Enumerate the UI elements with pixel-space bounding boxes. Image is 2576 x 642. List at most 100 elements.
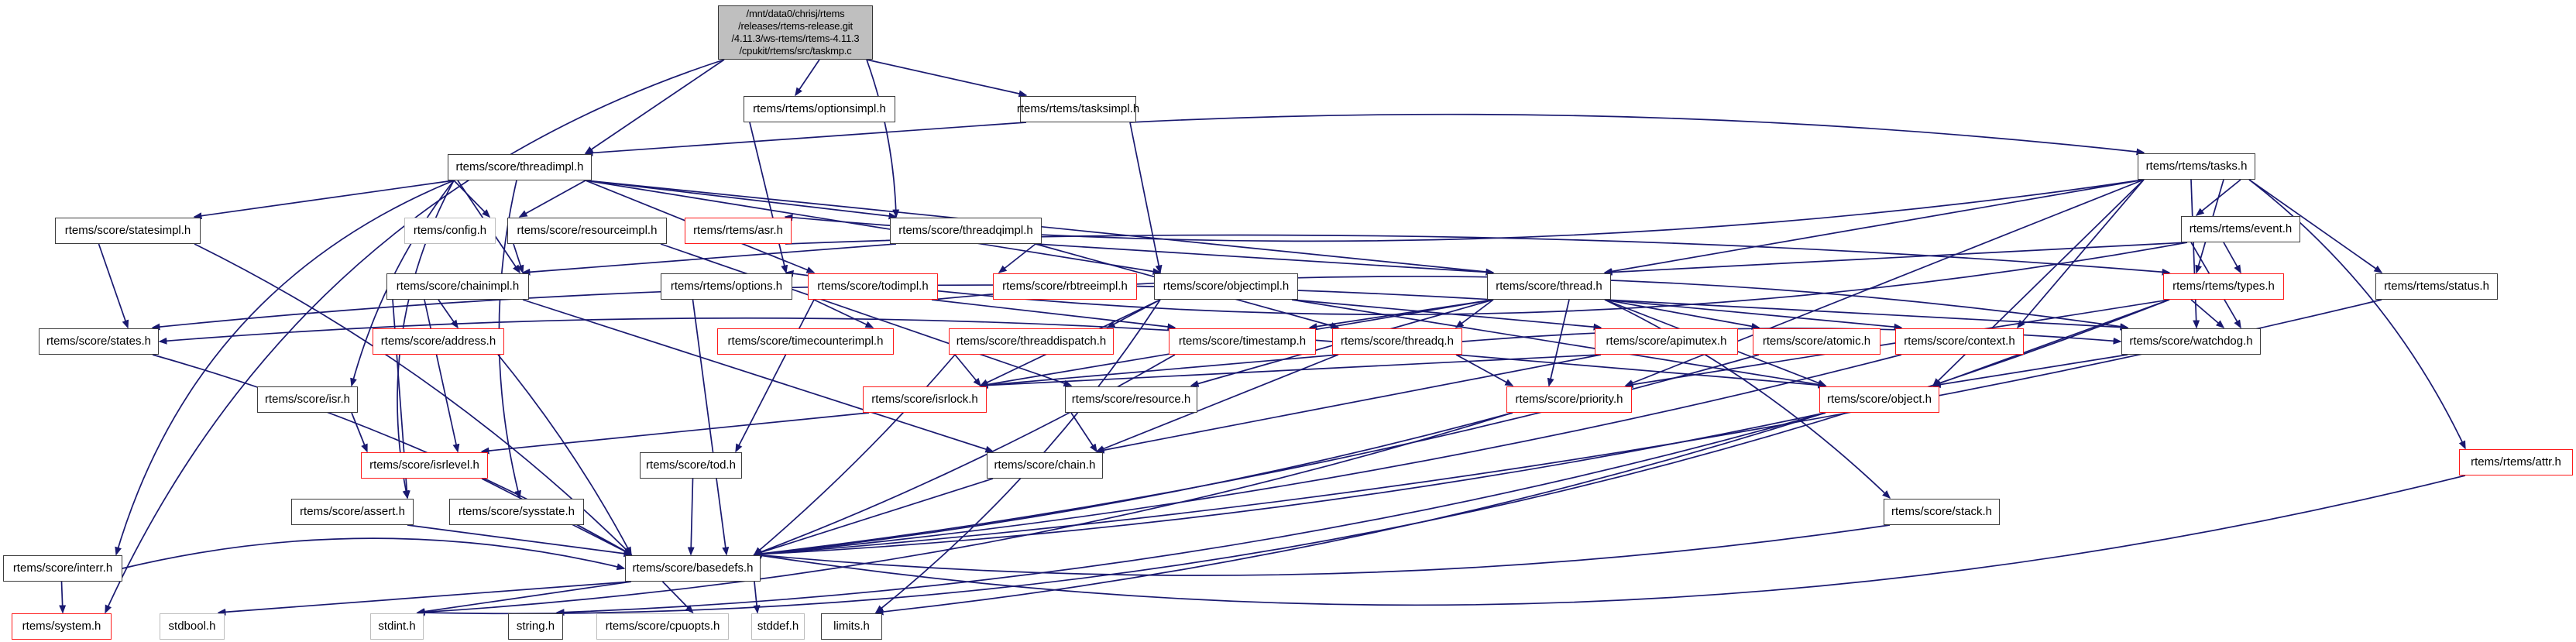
include-edge-thread-stack bbox=[1604, 299, 1891, 500]
graph-node-config[interactable]: rtems/config.h bbox=[404, 218, 496, 244]
include-edge-taskmp-tasksimpl bbox=[866, 59, 1028, 98]
include-edge-event-types bbox=[2223, 242, 2241, 274]
include-edge-threadq-states bbox=[158, 317, 1333, 345]
include-edge-context-basedefs bbox=[753, 354, 1902, 558]
graph-node-cpuopts[interactable]: rtems/score/cpuopts.h bbox=[596, 613, 729, 640]
graph-node-isrlevel[interactable]: rtems/score/isrlevel.h bbox=[361, 452, 488, 479]
node-label: rtems/score/thread.h bbox=[1496, 279, 1602, 293]
node-label: rtems/score/priority.h bbox=[1515, 392, 1623, 406]
graph-node-threadqimpl[interactable]: rtems/score/threadqimpl.h bbox=[890, 218, 1042, 244]
include-edge-statesimpl-states bbox=[98, 243, 129, 329]
graph-node-threadimpl[interactable]: rtems/score/threadimpl.h bbox=[448, 154, 592, 180]
include-edge-timestamp-basedefs bbox=[753, 354, 1176, 555]
graph-node-chainimpl[interactable]: rtems/score/chainimpl.h bbox=[386, 273, 529, 300]
graph-node-rbtreeimpl[interactable]: rtems/score/rbtreeimpl.h bbox=[993, 273, 1137, 300]
include-edge-threaddispatch-basedefs bbox=[753, 354, 956, 555]
include-edge-object-basedefs bbox=[753, 412, 1826, 558]
include-edge-priority-stdint bbox=[416, 412, 1513, 616]
node-label: rtems/score/address.h bbox=[380, 334, 496, 348]
node-label: rtems/score/timecounterimpl.h bbox=[727, 334, 884, 348]
include-edge-chainimpl-chain bbox=[522, 299, 994, 453]
graph-node-string[interactable]: string.h bbox=[508, 613, 563, 640]
graph-node-limits[interactable]: limits.h bbox=[821, 613, 882, 640]
node-label: rtems/score/threadimpl.h bbox=[455, 160, 584, 173]
graph-node-timestamp[interactable]: rtems/score/timestamp.h bbox=[1169, 328, 1316, 355]
graph-node-tasks[interactable]: rtems/rtems/tasks.h bbox=[2138, 153, 2255, 180]
include-edge-object-string bbox=[555, 412, 1826, 616]
node-label: rtems/score/cpuopts.h bbox=[605, 619, 720, 633]
node-label: rtems/score/threadq.h bbox=[1341, 334, 1454, 348]
include-edge-apimutex-chain bbox=[1095, 354, 1602, 454]
graph-node-states[interactable]: rtems/score/states.h bbox=[39, 328, 159, 355]
node-label: rtems/score/atomic.h bbox=[1762, 334, 1871, 348]
include-edge-event-thread bbox=[1603, 242, 2188, 276]
graph-node-chain[interactable]: rtems/score/chain.h bbox=[987, 452, 1103, 479]
include-edge-tasksimpl-threadimpl bbox=[584, 122, 1027, 156]
include-edge-threadqimpl-thread bbox=[1035, 243, 1495, 276]
node-label: rtems/rtems/status.h bbox=[2384, 279, 2489, 293]
graph-node-object[interactable]: rtems/score/object.h bbox=[1819, 386, 1939, 413]
graph-node-system[interactable]: rtems/system.h bbox=[12, 613, 112, 640]
include-edge-thread-timestamp bbox=[1308, 299, 1494, 331]
graph-node-todimpl[interactable]: rtems/score/todimpl.h bbox=[808, 273, 938, 300]
graph-node-watchdog[interactable]: rtems/score/watchdog.h bbox=[2121, 328, 2261, 355]
graph-node-status[interactable]: rtems/rtems/status.h bbox=[2375, 273, 2498, 300]
root-label-line: /4.11.3/ws-rtems/rtems-4.11.3 bbox=[731, 33, 860, 44]
graph-node-thread[interactable]: rtems/score/thread.h bbox=[1487, 273, 1611, 300]
graph-node-objectimpl[interactable]: rtems/score/objectimpl.h bbox=[1154, 273, 1298, 300]
graph-node-types[interactable]: rtems/rtems/types.h bbox=[2163, 273, 2284, 300]
graph-node-stdint[interactable]: stdint.h bbox=[370, 613, 424, 640]
node-label: rtems/config.h bbox=[413, 223, 487, 237]
graph-node-threaddispatch[interactable]: rtems/score/threaddispatch.h bbox=[949, 328, 1114, 355]
graph-node-statesimpl[interactable]: rtems/score/statesimpl.h bbox=[55, 218, 201, 244]
include-edge-tasks-status bbox=[2248, 179, 2383, 273]
graph-node-resource[interactable]: rtems/score/resource.h bbox=[1065, 386, 1197, 413]
include-edge-tasks-watchdog bbox=[2190, 179, 2200, 329]
include-edge-isr-isrlevel bbox=[351, 412, 368, 453]
graph-node-isrlock[interactable]: rtems/score/isrlock.h bbox=[863, 386, 987, 413]
include-edge-threadq-chain bbox=[1095, 354, 1339, 452]
include-edge-sysstate-basedefs bbox=[577, 524, 633, 555]
graph-node-options[interactable]: rtems/rtems/options.h bbox=[661, 273, 792, 300]
graph-node-isr[interactable]: rtems/score/isr.h bbox=[257, 386, 358, 413]
node-label: rtems/score/objectimpl.h bbox=[1163, 279, 1290, 293]
graph-node-context[interactable]: rtems/score/context.h bbox=[1895, 328, 2024, 355]
graph-node-atomic[interactable]: rtems/score/atomic.h bbox=[1753, 328, 1880, 355]
node-label: rtems/score/watchdog.h bbox=[2129, 334, 2253, 348]
include-edge-threadqimpl-chainimpl bbox=[521, 243, 897, 276]
node-label: rtems/score/states.h bbox=[46, 334, 152, 348]
graph-node-tasksimpl[interactable]: rtems/rtems/tasksimpl.h bbox=[1016, 96, 1140, 122]
node-label: rtems/score/interr.h bbox=[12, 561, 113, 575]
graph-node-stddef[interactable]: stddef.h bbox=[751, 613, 805, 640]
node-label: rtems/rtems/tasksimpl.h bbox=[1016, 101, 1140, 115]
graph-node-stdbool[interactable]: stdbool.h bbox=[160, 613, 225, 640]
include-edge-taskmp-threadqimpl bbox=[866, 59, 900, 218]
include-edge-options-basedefs bbox=[692, 299, 730, 556]
graph-node-sysstate[interactable]: rtems/score/sysstate.h bbox=[449, 499, 584, 525]
graph-node-resourceimpl[interactable]: rtems/score/resourceimpl.h bbox=[507, 218, 667, 244]
include-edge-taskmp-threadimpl bbox=[584, 59, 725, 154]
graph-node-address[interactable]: rtems/score/address.h bbox=[373, 328, 504, 355]
graph-node-event[interactable]: rtems/rtems/event.h bbox=[2181, 216, 2300, 242]
include-edge-interr-system bbox=[59, 581, 67, 614]
root-label-line: /releases/rtems-release.git bbox=[738, 20, 853, 32]
graph-node-optionsimpl[interactable]: rtems/rtems/optionsimpl.h bbox=[744, 96, 895, 122]
include-edge-threaddispatch-isrlock bbox=[954, 354, 981, 387]
graph-node-apimutex[interactable]: rtems/score/apimutex.h bbox=[1595, 328, 1738, 355]
graph-node-basedefs[interactable]: rtems/score/basedefs.h bbox=[625, 555, 761, 582]
graph-node-interr[interactable]: rtems/score/interr.h bbox=[3, 555, 122, 582]
graph-node-tod[interactable]: rtems/score/tod.h bbox=[640, 452, 742, 479]
include-edge-threadimpl-objectimpl bbox=[585, 180, 1162, 275]
graph-node-asr[interactable]: rtems/rtems/asr.h bbox=[685, 218, 792, 244]
graph-node-assert[interactable]: rtems/score/assert.h bbox=[291, 499, 414, 525]
graph-node-stack[interactable]: rtems/score/stack.h bbox=[1884, 499, 2000, 525]
graph-node-priority[interactable]: rtems/score/priority.h bbox=[1506, 386, 1632, 413]
include-edge-address-basedefs bbox=[497, 354, 632, 556]
include-edge-threadq-isrlock bbox=[979, 354, 1339, 389]
graph-node-attr[interactable]: rtems/rtems/attr.h bbox=[2459, 449, 2573, 475]
include-edge-chain-basedefs bbox=[753, 478, 994, 556]
graph-node-timecounterimpl[interactable]: rtems/score/timecounterimpl.h bbox=[717, 328, 894, 355]
include-edge-types-watchdog bbox=[2190, 299, 2225, 328]
graph-node-threadq[interactable]: rtems/score/threadq.h bbox=[1332, 328, 1462, 355]
